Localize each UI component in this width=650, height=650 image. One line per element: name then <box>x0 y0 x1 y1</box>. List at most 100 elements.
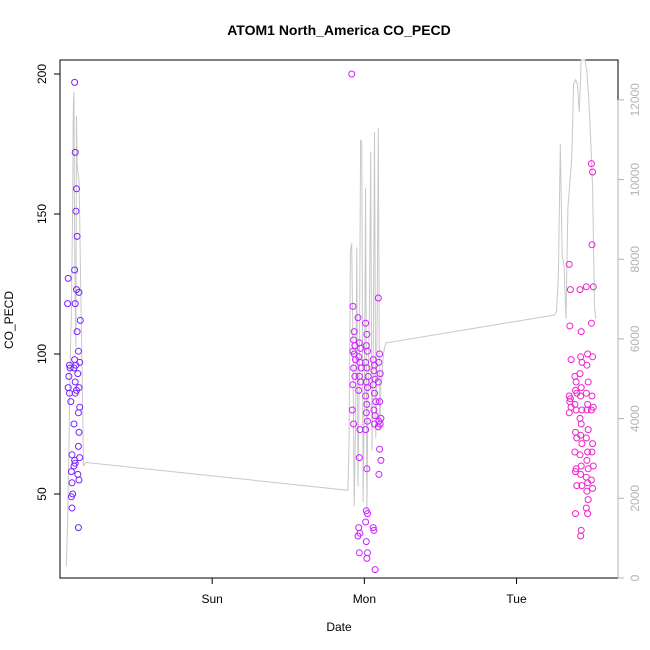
data-point <box>75 476 83 484</box>
data-point <box>348 70 356 78</box>
data-point <box>76 358 84 366</box>
data-point <box>587 476 595 484</box>
data-point <box>363 400 371 408</box>
data-point <box>572 378 580 386</box>
data-point <box>567 356 575 364</box>
data-point <box>73 185 80 193</box>
data-point <box>348 406 356 414</box>
data-point <box>583 406 591 414</box>
data-point <box>354 314 362 322</box>
data-point <box>76 454 84 462</box>
data-point <box>577 470 585 478</box>
data-point <box>576 286 584 294</box>
data-point <box>71 378 79 386</box>
y-right-tick-label: 2000 <box>628 485 642 512</box>
data-point <box>587 406 595 414</box>
data-point <box>583 361 591 369</box>
data-point <box>371 566 379 574</box>
data-point <box>362 518 370 526</box>
y-right-tick-label: 8000 <box>628 246 642 273</box>
data-point <box>68 479 76 487</box>
data-point <box>584 510 592 518</box>
data-point <box>363 465 371 473</box>
data-point <box>589 484 597 492</box>
data-point <box>584 496 592 504</box>
data-point <box>371 412 379 420</box>
data-point <box>584 426 592 434</box>
axis-layer: 50100150200020004000600080001000012000Su… <box>35 64 642 606</box>
data-point <box>350 364 358 372</box>
data-point <box>71 148 79 156</box>
data-point <box>363 330 371 338</box>
data-point <box>583 487 591 495</box>
data-point <box>64 274 72 282</box>
y-tick-label: 200 <box>35 64 49 84</box>
data-point <box>572 465 580 473</box>
data-point <box>72 207 80 215</box>
data-point <box>589 283 597 291</box>
data-point <box>377 456 385 464</box>
data-point <box>351 372 359 380</box>
data-point <box>588 448 596 456</box>
data-point <box>587 160 595 168</box>
y-tick-label: 150 <box>35 204 49 224</box>
data-point <box>350 420 358 428</box>
data-point <box>369 524 377 532</box>
data-point <box>67 468 75 476</box>
data-point <box>374 294 382 302</box>
data-point <box>64 300 72 308</box>
data-point <box>376 370 384 378</box>
data-point <box>362 392 370 400</box>
y-right-tick-label: 4000 <box>628 405 642 432</box>
data-point <box>582 389 590 397</box>
data-point <box>75 288 83 296</box>
y-tick-label: 50 <box>35 487 49 501</box>
data-point <box>70 364 78 372</box>
data-point <box>375 358 383 366</box>
data-point <box>577 328 585 336</box>
chart-title: ATOM1 North_America CO_PECD <box>227 22 451 38</box>
data-point <box>566 286 574 294</box>
data-point <box>75 428 83 436</box>
data-point <box>577 532 585 540</box>
data-point <box>372 398 380 406</box>
data-point <box>67 398 75 406</box>
data-point <box>577 384 585 392</box>
y-tick-label: 100 <box>35 344 49 364</box>
x-tick-label: Tue <box>506 592 527 606</box>
data-point <box>587 319 595 327</box>
data-point <box>576 370 584 378</box>
data-point <box>577 420 585 428</box>
data-point <box>362 538 370 546</box>
data-point <box>577 392 585 400</box>
data-point <box>68 451 76 459</box>
data-point <box>362 426 370 434</box>
data-point <box>374 423 382 431</box>
data-point <box>73 232 81 240</box>
data-point <box>354 532 362 540</box>
data-point <box>364 384 371 392</box>
data-point <box>66 364 74 372</box>
data-point <box>583 456 591 464</box>
y-right-tick-label: 10000 <box>628 163 642 197</box>
data-point <box>349 381 357 389</box>
data-point <box>362 409 370 417</box>
data-point <box>364 510 371 518</box>
data-point <box>355 386 363 394</box>
data-point <box>362 319 370 327</box>
data-point <box>68 504 76 512</box>
data-point <box>578 406 586 414</box>
data-point <box>355 454 363 462</box>
data-point <box>370 526 378 534</box>
point-layer <box>64 70 597 574</box>
data-point <box>376 445 384 453</box>
y-axis-label: CO_PECD <box>2 291 16 349</box>
data-point <box>371 389 378 397</box>
data-point <box>74 524 82 532</box>
data-point <box>74 370 82 378</box>
data-point <box>70 420 78 428</box>
data-point <box>350 328 358 336</box>
data-point <box>73 328 81 336</box>
